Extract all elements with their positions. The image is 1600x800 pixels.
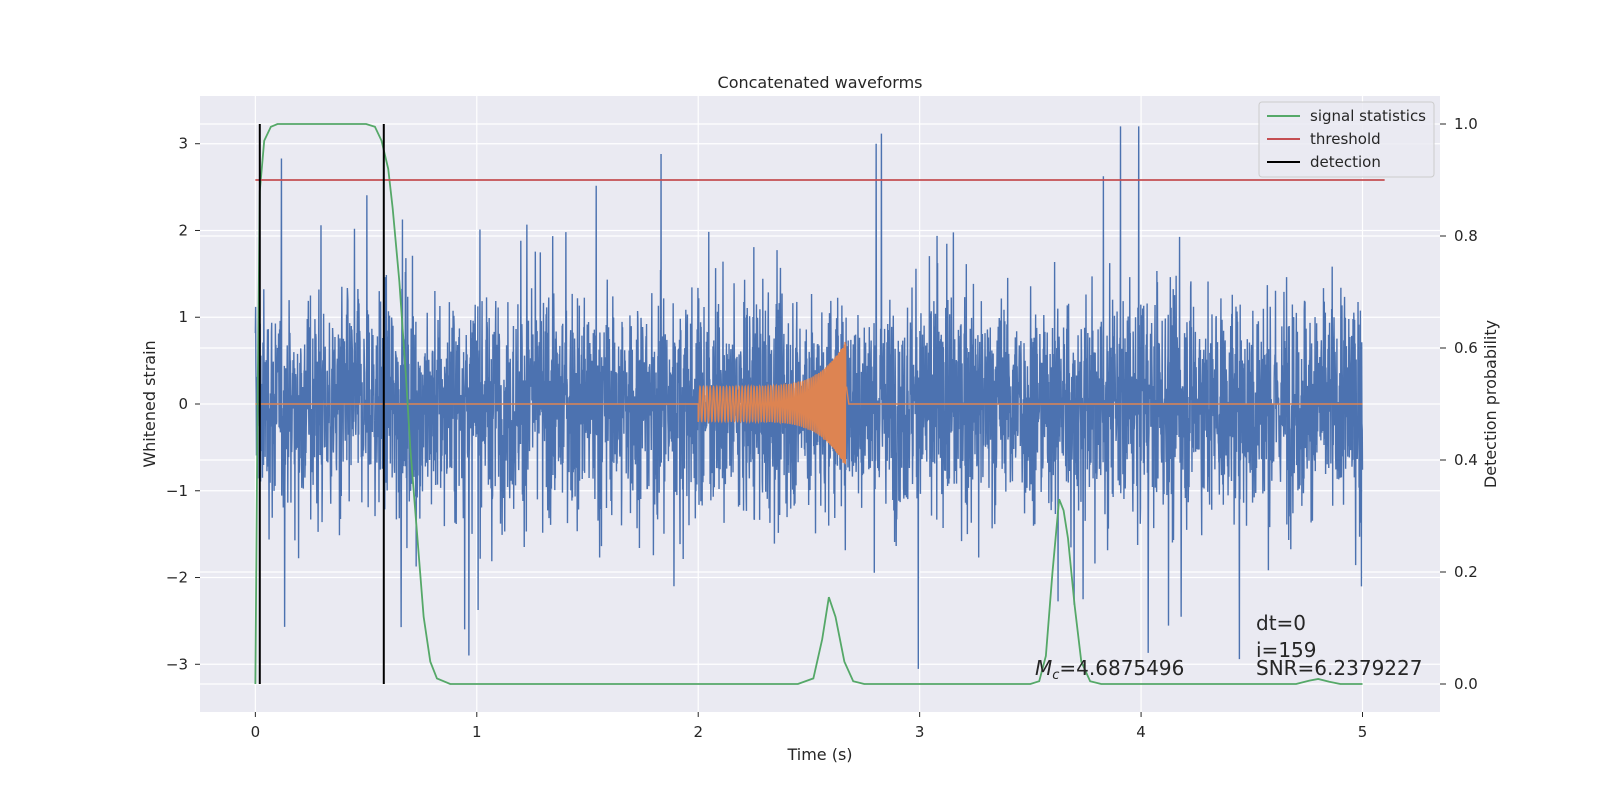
y-tick-label: 2 bbox=[178, 221, 188, 239]
y2-tick-label: 0.2 bbox=[1454, 563, 1478, 581]
annotation-mc-subscript: c bbox=[1052, 668, 1059, 683]
y2-tick-label: 0.6 bbox=[1454, 339, 1478, 357]
series-chirp-template bbox=[255, 341, 1363, 465]
y-axis-label: Whitened strain bbox=[140, 340, 159, 467]
y-tick-label: 3 bbox=[178, 135, 188, 153]
x-axis-label: Time (s) bbox=[786, 745, 852, 764]
legend-box bbox=[1258, 101, 1435, 178]
annotation-mc: Mc=4.6875496 bbox=[1035, 656, 1184, 683]
chart-title: Concatenated waveforms bbox=[718, 73, 923, 92]
y2-tick-label: 0.4 bbox=[1454, 451, 1478, 469]
legend-label-detection: detection bbox=[1310, 153, 1381, 171]
y-tick-label: 1 bbox=[178, 308, 188, 326]
series-signal-statistics bbox=[254, 123, 1363, 685]
x-tick-label: 5 bbox=[1358, 723, 1368, 741]
x-tick-label: 0 bbox=[251, 723, 261, 741]
y2-axis-label: Detection probability bbox=[1481, 320, 1500, 488]
x-tick-label: 1 bbox=[472, 723, 482, 741]
annotation-dt: dt=0 bbox=[1256, 611, 1306, 635]
series-layer bbox=[254, 123, 1385, 685]
annotation-snr: SNR=6.2379227 bbox=[1256, 656, 1422, 680]
y-tick-label: 0 bbox=[178, 395, 188, 413]
legend-label-threshold: threshold bbox=[1310, 130, 1381, 148]
annotation-mc-value: =4.6875496 bbox=[1059, 656, 1184, 680]
y-tick-label: −1 bbox=[166, 482, 188, 500]
y2-tick-label: 0.0 bbox=[1454, 675, 1478, 693]
y-tick-label: −2 bbox=[166, 569, 188, 587]
x-tick-label: 2 bbox=[693, 723, 703, 741]
legend-label-signal-statistics: signal statistics bbox=[1310, 107, 1426, 125]
annotation-mc-symbol: M bbox=[1035, 656, 1052, 680]
x-tick-label: 3 bbox=[915, 723, 925, 741]
y-tick-label: −3 bbox=[166, 655, 188, 673]
annotation-i: i=159 bbox=[1256, 638, 1317, 662]
x-tick-label: 4 bbox=[1136, 723, 1146, 741]
y2-tick-label: 0.8 bbox=[1454, 227, 1478, 245]
legend: signal statistics threshold detection bbox=[1258, 101, 1435, 178]
tick-labels: 0 1 2 3 4 5 −3 −2 −1 0 1 2 3 0.0 0.2 0.4 0.6 0.8 1.0 bbox=[166, 115, 1478, 741]
y2-tick-label: 1.0 bbox=[1454, 115, 1478, 133]
